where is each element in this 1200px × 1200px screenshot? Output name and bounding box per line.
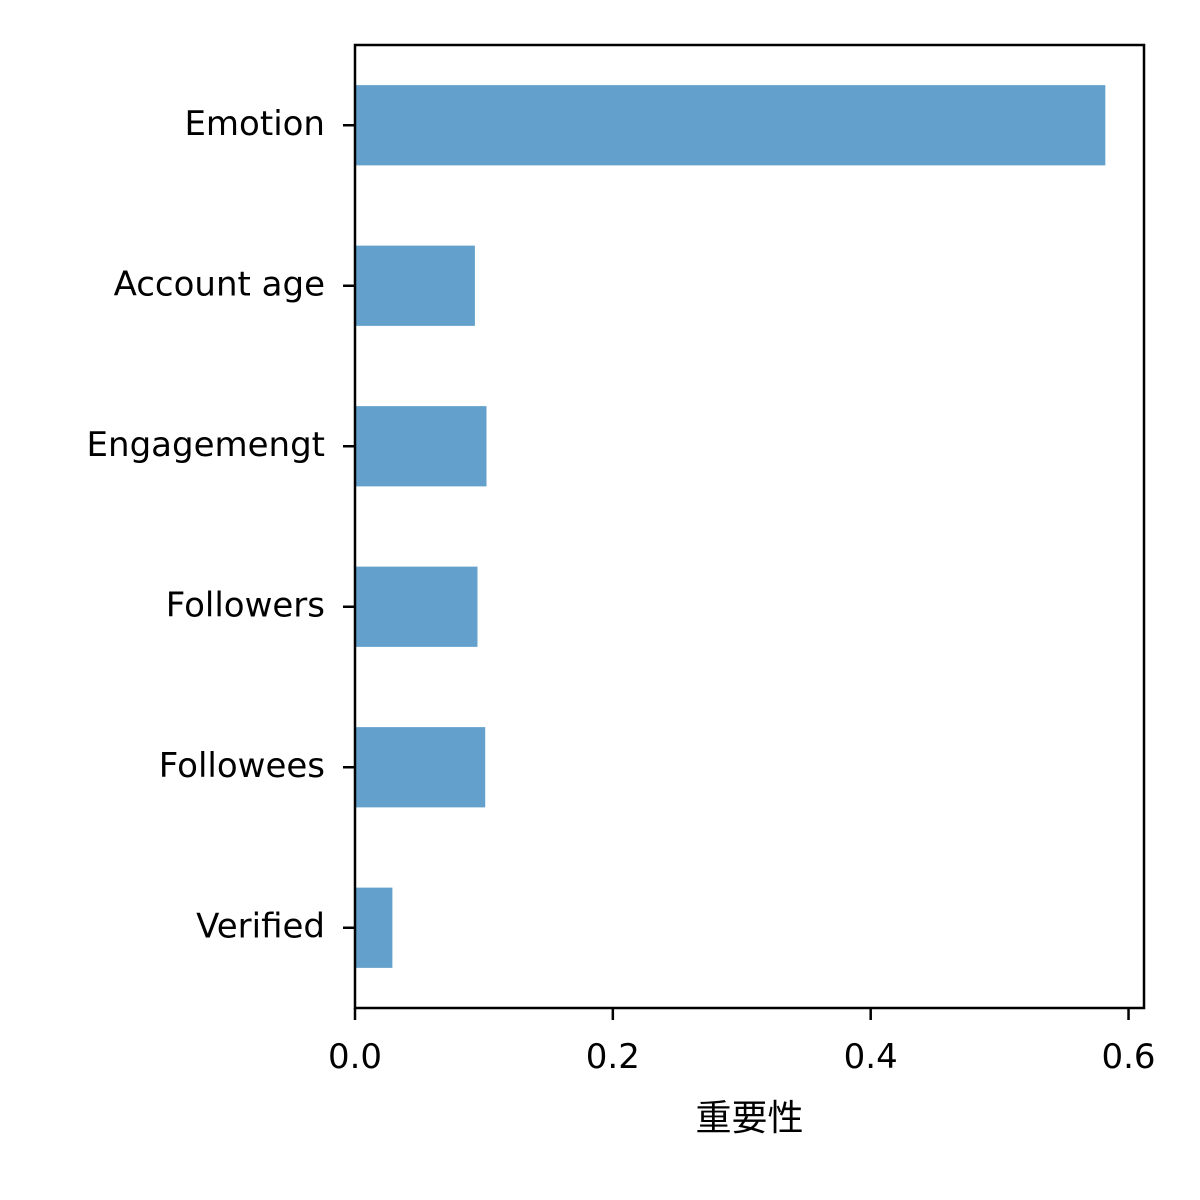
x-tick-label: 0.2 — [586, 1037, 640, 1077]
bar-followees — [355, 727, 486, 808]
bar-verified — [355, 887, 393, 968]
x-axis-ticks: 0.0 0.2 0.4 0.6 — [328, 1008, 1156, 1077]
bar-account-age — [355, 245, 475, 326]
bars-group — [355, 85, 1106, 968]
y-tick-label: Verified — [196, 906, 325, 946]
x-tick-label: 0.6 — [1101, 1037, 1155, 1077]
y-tick-label: Account age — [114, 264, 325, 304]
y-tick-label: Followees — [159, 746, 325, 786]
plot-frame — [353, 43, 1146, 1010]
bar-followers — [355, 566, 478, 647]
bar-engagemengt — [355, 406, 487, 487]
y-tick-label: Followers — [166, 585, 325, 625]
x-axis-label: 重要性 — [695, 1098, 803, 1139]
y-tick-label: Emotion — [184, 104, 325, 144]
x-tick-label: 0.4 — [844, 1037, 898, 1077]
bar-emotion — [355, 85, 1106, 166]
x-tick-label: 0.0 — [328, 1037, 382, 1077]
y-tick-label: Engagemengt — [87, 425, 325, 465]
y-axis-ticks: Emotion Account age Engagemengt Followers Fo… — [87, 104, 355, 946]
